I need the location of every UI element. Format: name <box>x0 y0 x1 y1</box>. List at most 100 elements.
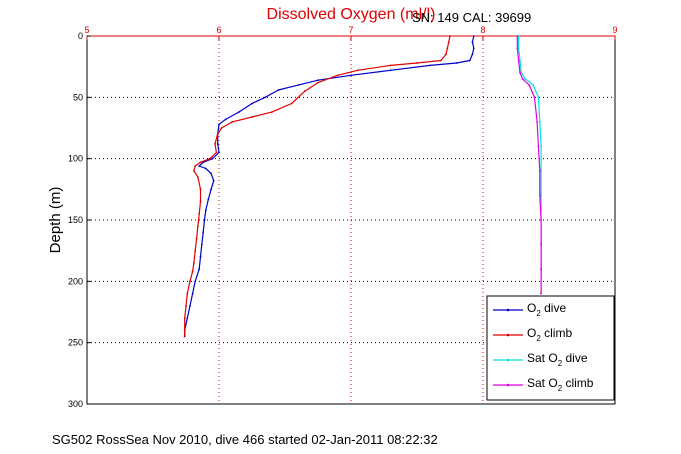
o2-dive-point <box>203 219 206 221</box>
o2-dive-point <box>198 165 201 167</box>
o2-climb-point <box>199 200 202 203</box>
legend-label-o2-climb: O2 climb <box>527 326 572 343</box>
sat-o2-dive-point <box>538 121 541 123</box>
o2-climb-point <box>183 329 186 332</box>
x-axis-ticks: 5 6 7 8 9 <box>84 25 618 40</box>
o2-dive-point <box>210 172 213 175</box>
o2-climb-point <box>447 41 450 43</box>
sat-o2-dive-point <box>524 78 527 80</box>
o2-climb-point <box>197 225 199 228</box>
o2-climb-point <box>216 133 219 136</box>
sat-o2-dive-point <box>532 84 535 86</box>
o2-climb-point <box>194 249 197 252</box>
o2-dive-point <box>212 179 215 182</box>
o2-climb-point <box>317 81 319 84</box>
legend-label-o2-dive: O2 dive <box>527 301 566 318</box>
o2-dive-point <box>202 231 205 234</box>
y-tick-label: 300 <box>68 399 83 409</box>
o2-dive-point <box>198 268 201 270</box>
o2-climb-point <box>189 280 191 283</box>
y-tick-label: 0 <box>78 31 83 41</box>
o2-dive-point <box>224 118 227 121</box>
o2-climb-point <box>303 90 306 93</box>
o2-climb-point <box>215 151 218 154</box>
y-tick-label: 200 <box>68 276 83 286</box>
o2-climb-point <box>199 161 202 164</box>
o2-dive-point <box>251 102 253 105</box>
sat-o2-climb-point <box>540 268 542 270</box>
y-axis-label: Depth (m) <box>47 187 64 254</box>
legend-label-sat-o2-climb: Sat O2 climb <box>527 376 594 393</box>
o2-climb-point <box>198 213 201 215</box>
o2-climb-point <box>194 165 197 167</box>
x-tick-label: 5 <box>84 25 89 35</box>
sat-o2-climb-point <box>537 145 540 148</box>
o2-dive-point <box>389 69 392 72</box>
sat-o2-climb-point <box>533 96 536 99</box>
o2-climb-point <box>416 62 418 64</box>
legend-marker-sat-o2-dive <box>506 358 510 362</box>
y-tick-label: 50 <box>73 92 83 102</box>
o2-climb-point <box>183 335 186 338</box>
o2-dive-point <box>189 305 191 307</box>
o2-climb-line <box>184 35 451 337</box>
o2-dive-point <box>194 280 197 283</box>
o2-climb-point <box>251 116 253 118</box>
o2-dive-point <box>200 243 203 246</box>
o2-dive-point <box>429 64 432 67</box>
chart-title: Dissolved Oxygen (ml/l) <box>267 6 436 23</box>
sat-o2-climb-point <box>517 59 520 62</box>
sat-o2-dive-point <box>520 71 523 74</box>
sat-o2-climb-point <box>516 35 519 37</box>
o2-climb-point <box>290 102 293 105</box>
o2-climb-point <box>208 157 211 160</box>
sat-o2-climb-point <box>528 84 531 86</box>
y-tick-label: 150 <box>68 215 83 225</box>
o2-climb-point <box>214 143 216 145</box>
o2-climb-point <box>199 188 202 191</box>
sat-o2-dive-point <box>517 35 520 37</box>
o2-climb-point <box>389 64 392 67</box>
sat-o2-climb-point <box>519 71 521 74</box>
o2-climb-point <box>185 305 187 307</box>
o2-dive-point <box>297 84 300 86</box>
o2-dive-point <box>471 41 474 43</box>
o2-climb-point <box>193 170 195 172</box>
o2-dive-point <box>472 35 475 37</box>
footer-caption: SG502 RossSea Nov 2010, dive 466 started… <box>52 432 438 447</box>
sat-o2-dive-point <box>540 170 542 172</box>
o2-climb-point <box>356 69 359 72</box>
sat-o2-climb-point <box>516 47 519 50</box>
o2-dive-point <box>218 123 220 126</box>
o2-dive-point <box>472 47 475 50</box>
sat-o2-climb-point <box>540 219 542 221</box>
y-axis-ticks: 0 50 100 150 200 250 300 <box>68 31 91 409</box>
legend: O2 dive O2 climb Sat O2 dive Sat O2 climb <box>486 295 615 401</box>
y-tick-label: 100 <box>68 154 83 164</box>
o2-climb-point <box>336 74 339 77</box>
legend-label-sat-o2-dive: Sat O2 dive <box>527 351 588 368</box>
sat-o2-climb-point <box>540 292 542 295</box>
x-tick-label: 6 <box>216 25 221 35</box>
legend-marker-o2-dive <box>506 308 510 312</box>
sat-o2-dive-point <box>537 96 540 99</box>
o2-dive-point <box>210 188 213 191</box>
o2-climb-point <box>197 176 199 179</box>
o2-climb-point <box>449 35 451 37</box>
o2-climb-point <box>231 121 234 123</box>
o2-dive-point <box>204 167 207 170</box>
sat-o2-climb-point <box>540 243 542 246</box>
legend-box <box>486 295 615 401</box>
o2-climb-point <box>446 47 449 50</box>
o2-climb-point <box>270 111 273 113</box>
series-layer <box>183 35 542 338</box>
x-tick-label: 9 <box>612 25 617 35</box>
sat-o2-climb-point <box>538 170 541 172</box>
o2-climb-point <box>183 317 186 319</box>
o2-dive-point <box>186 317 189 319</box>
o2-climb-point <box>193 262 195 264</box>
o2-climb-point <box>191 270 194 273</box>
o2-dive-point <box>216 143 219 145</box>
o2-dive-point <box>211 157 214 160</box>
